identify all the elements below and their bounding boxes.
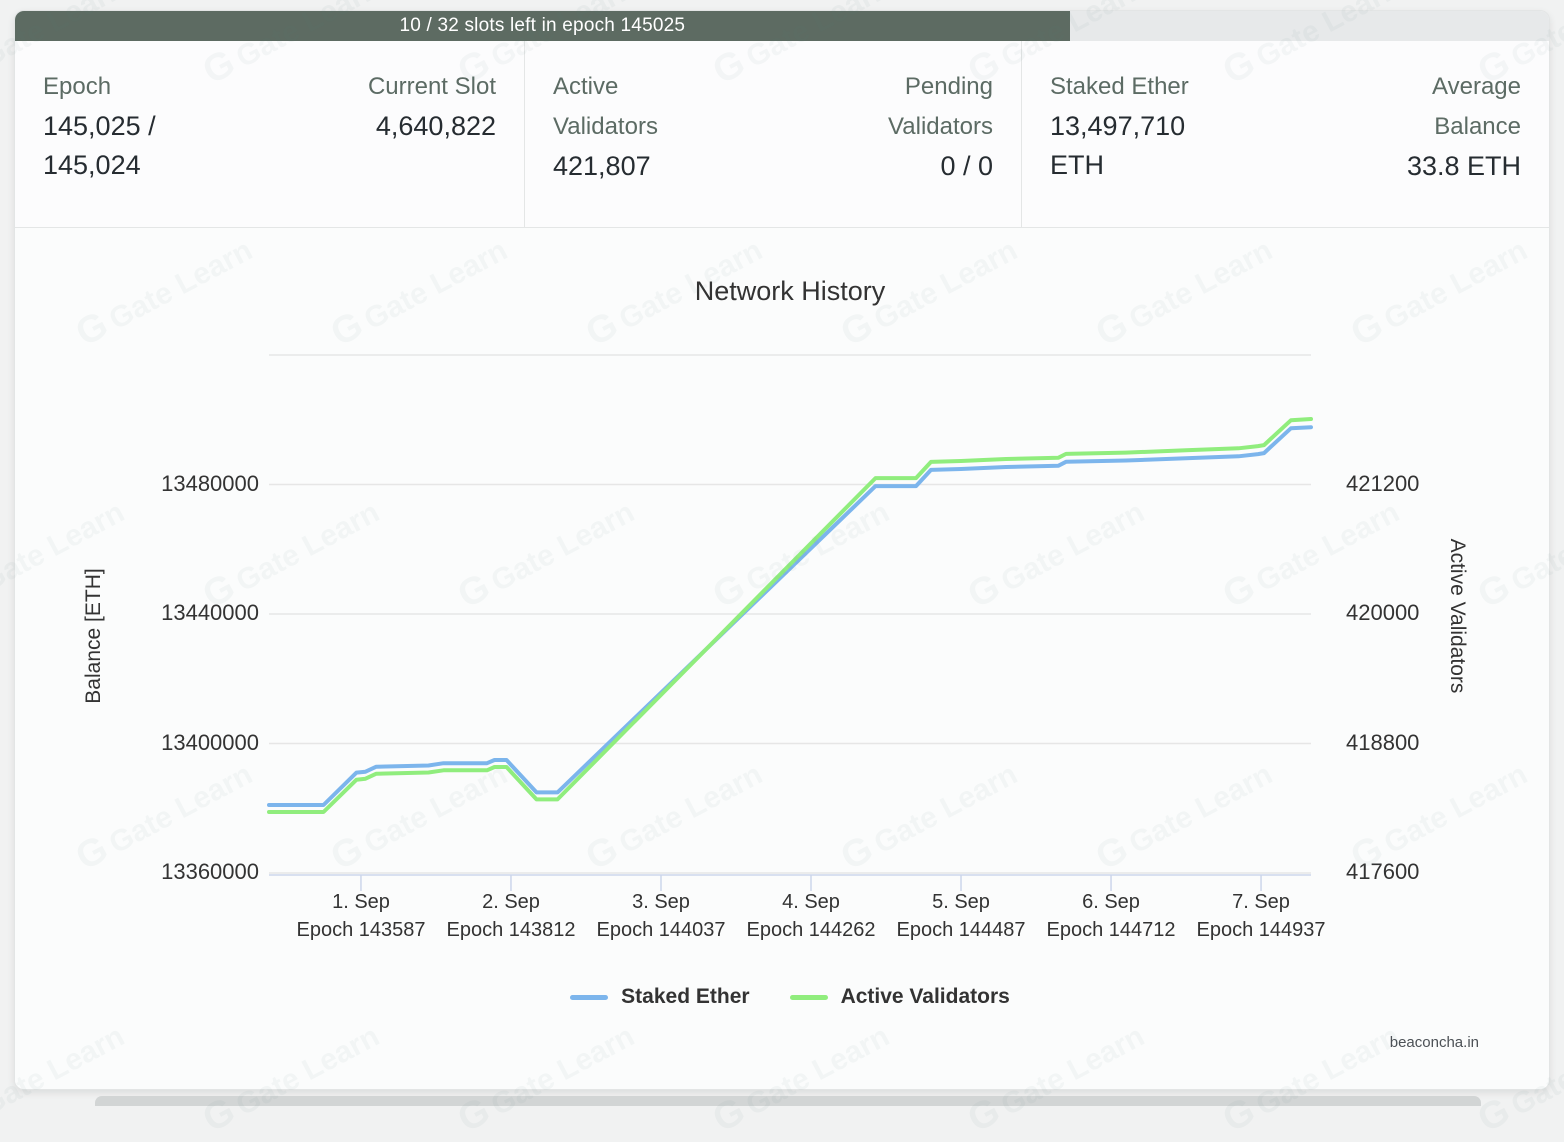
yaxis-left-tick: 13440000: [161, 600, 259, 625]
yaxis-left-title: Balance [ETH]: [82, 568, 105, 704]
xaxis-tick-date: 7. Sep: [1232, 891, 1290, 913]
legend-item-staked-ether[interactable]: Staked Ether: [570, 985, 750, 1009]
xaxis-tick: 4. Sep Epoch 144262: [736, 888, 886, 944]
yaxis-right-tick: 417600: [1346, 859, 1420, 884]
stat-current-slot: Current Slot 4,640,822: [368, 67, 496, 227]
stat-staked-ether-label: Staked Ether: [1050, 73, 1189, 100]
network-history-plot[interactable]: [15, 228, 1550, 1090]
xaxis-tick-epoch: Epoch 143587: [296, 919, 426, 941]
xaxis-tick-epoch: Epoch 144037: [596, 919, 726, 941]
yaxis-right-title: Active Validators: [1446, 538, 1469, 694]
stats-group-epoch-slot: Epoch 145,025 / 145,024 Current Slot 4,6…: [15, 41, 525, 227]
xaxis-tick-epoch: Epoch 144487: [896, 919, 1026, 941]
dashboard-card: 10 / 32 slots left in epoch 145025 Epoch…: [14, 10, 1550, 1090]
stat-current-slot-label: Current Slot: [367, 73, 496, 100]
xaxis-tick-epoch: Epoch 143812: [446, 919, 576, 941]
stat-epoch: Epoch 145,025 / 145,024: [43, 67, 228, 227]
epoch-progress-bar: 10 / 32 slots left in epoch 145025: [15, 11, 1549, 41]
legend-label: Active Validators: [840, 985, 1010, 1008]
yaxis-right-tick: 420000: [1346, 600, 1420, 625]
stat-epoch-value: 145,025 / 145,024: [43, 111, 156, 180]
xaxis-tick-epoch: Epoch 144937: [1196, 919, 1326, 941]
stat-pending-validators: Pending Validators 0 / 0: [843, 67, 993, 227]
epoch-progress-label: 10 / 32 slots left in epoch 145025: [399, 15, 686, 36]
xaxis-tick-date: 3. Sep: [632, 891, 690, 913]
staked-ether-line-icon: [570, 994, 609, 1000]
xaxis-tick: 5. Sep Epoch 144487: [886, 888, 1036, 944]
epoch-progress-fill: 10 / 32 slots left in epoch 145025: [15, 11, 1070, 41]
stat-pending-validators-label: Pending Validators: [888, 73, 993, 140]
xaxis-tick-date: 4. Sep: [782, 891, 840, 913]
legend-item-active-validators[interactable]: Active Validators: [789, 985, 1010, 1009]
xaxis-tick-date: 5. Sep: [932, 891, 990, 913]
xaxis-tick-date: 1. Sep: [332, 891, 390, 913]
yaxis-right-tick: 421200: [1346, 471, 1420, 496]
series-line-staked-ether[interactable]: [267, 425, 1313, 807]
yaxis-left-tick: 13400000: [161, 730, 259, 755]
stat-pending-validators-value: 0 / 0: [940, 151, 993, 181]
stat-active-validators-value: 421,807: [553, 151, 651, 181]
xaxis-tick-epoch: Epoch 144712: [1046, 919, 1176, 941]
xaxis-tick: 2. Sep Epoch 143812: [436, 888, 586, 944]
yaxis-left-tick: 13360000: [161, 859, 259, 884]
stat-average-balance-value: 33.8 ETH: [1406, 151, 1521, 181]
stat-staked-ether-value: 13,497,710 ETH: [1050, 111, 1186, 180]
stats-group-validators: Active Validators 421,807 Pending Valida…: [525, 41, 1022, 227]
stat-staked-ether: Staked Ether 13,497,710 ETH: [1050, 67, 1235, 227]
xaxis-tick: 6. Sep Epoch 144712: [1036, 888, 1186, 944]
series-line-active-validators[interactable]: [267, 417, 1313, 814]
credits-link[interactable]: beaconcha.in: [1389, 1034, 1479, 1051]
stat-current-slot-value: 4,640,822: [375, 111, 496, 141]
xaxis-tick: 3. Sep Epoch 144037: [586, 888, 736, 944]
stat-active-validators: Active Validators 421,807: [553, 67, 703, 227]
stat-epoch-label: Epoch: [43, 73, 112, 100]
network-history-chart: Network History 13480000 13440000 134000…: [15, 228, 1550, 1090]
chart-legend: Staked Ether Active Validators: [269, 985, 1311, 1009]
xaxis-tick-epoch: Epoch 144262: [746, 919, 876, 941]
chart-title: Network History: [694, 276, 886, 306]
stat-average-balance: Average Balance 33.8 ETH: [1371, 67, 1521, 227]
xaxis-tick-date: 6. Sep: [1082, 891, 1140, 913]
xaxis-tick: 1. Sep Epoch 143587: [286, 888, 436, 944]
stats-group-ether: Staked Ether 13,497,710 ETH Average Bala…: [1022, 41, 1549, 227]
yaxis-left-tick: 13480000: [161, 471, 259, 496]
xaxis-tick: 7. Sep Epoch 144937: [1186, 888, 1336, 944]
next-card-edge: [95, 1096, 1481, 1106]
active-validators-line-icon: [789, 994, 828, 1000]
legend-label: Staked Ether: [621, 985, 750, 1008]
stat-average-balance-label: Average Balance: [1432, 73, 1521, 140]
yaxis-right-tick: 418800: [1346, 730, 1420, 755]
xaxis-tick-date: 2. Sep: [482, 891, 540, 913]
stat-active-validators-label: Active Validators: [553, 73, 658, 140]
stats-row: Epoch 145,025 / 145,024 Current Slot 4,6…: [15, 41, 1549, 228]
